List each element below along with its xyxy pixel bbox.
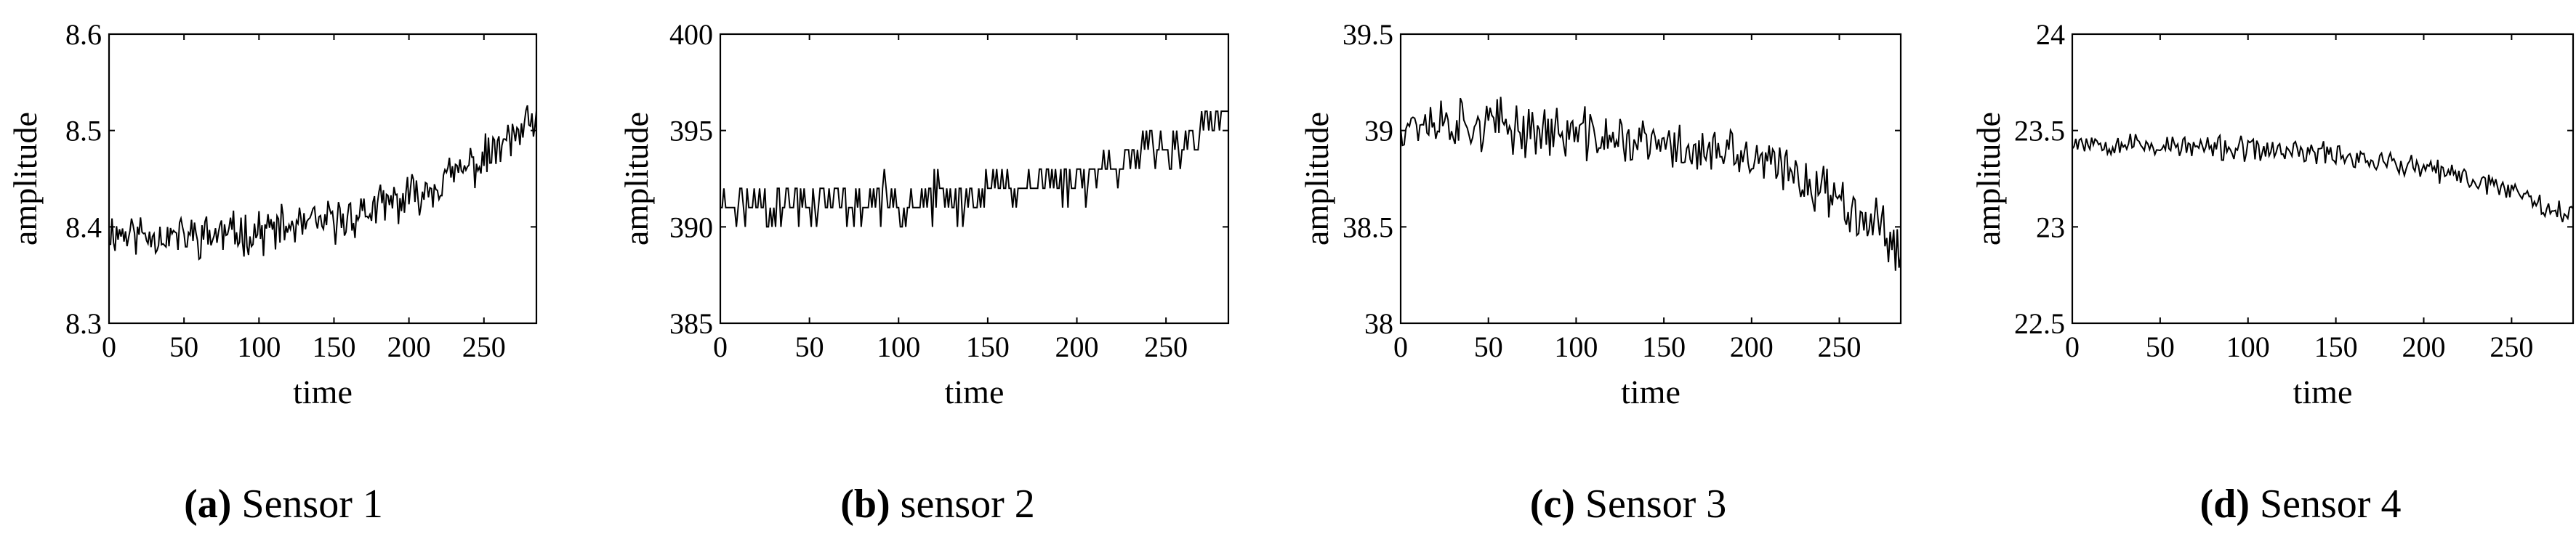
subfigure-caption: (a) Sensor 1 bbox=[184, 482, 383, 527]
caption-text: Sensor 3 bbox=[1585, 482, 1726, 527]
x-tick-label: 50 bbox=[1474, 331, 1503, 363]
x-tick-label: 200 bbox=[2402, 331, 2446, 363]
plot-area-border bbox=[719, 33, 1230, 325]
y-tick-label: 23.5 bbox=[2014, 115, 2065, 147]
x-tick-label: 0 bbox=[102, 331, 116, 363]
y-tick-label: 8.4 bbox=[65, 211, 102, 243]
x-tick-label: 150 bbox=[312, 331, 355, 363]
x-tick-label: 250 bbox=[1818, 331, 1861, 363]
chart-panel-3: 0 50 100 150 200 250 38 38.5 39 39.5 time amplitude… bbox=[1298, 18, 1902, 527]
x-tick-label: 100 bbox=[877, 331, 920, 363]
y-tick-label: 23 bbox=[2036, 211, 2065, 243]
x-tick-label: 250 bbox=[1144, 331, 1188, 363]
plot-area-border bbox=[1399, 33, 1902, 325]
x-tick-label: 200 bbox=[387, 331, 431, 363]
y-axis-label: amplitude bbox=[1970, 112, 2007, 246]
y-axis-label: amplitude bbox=[7, 112, 44, 246]
x-tick-label: 100 bbox=[2226, 331, 2270, 363]
x-axis-label: time bbox=[945, 373, 1005, 410]
x-tick-label: 250 bbox=[2490, 331, 2533, 363]
chart-panel-2: 0 50 100 150 200 250 385 390 395 400 time amplitude… bbox=[618, 18, 1230, 527]
x-tick-label: 150 bbox=[2314, 331, 2358, 363]
y-tick-label: 38 bbox=[1364, 307, 1393, 340]
series-line bbox=[1400, 97, 1901, 271]
y-tick-label: 8.5 bbox=[65, 115, 102, 147]
y-tick-label: 400 bbox=[669, 18, 713, 51]
y-tick-label: 24 bbox=[2036, 18, 2065, 51]
x-tick-label: 150 bbox=[966, 331, 1010, 363]
x-axis-label: time bbox=[293, 373, 353, 410]
caption-space bbox=[2250, 482, 2260, 527]
y-tick-label: 8.3 bbox=[65, 307, 102, 340]
x-tick-label: 100 bbox=[237, 331, 281, 363]
x-tick-label: 250 bbox=[462, 331, 506, 363]
caption-tag: (c) bbox=[1530, 482, 1575, 527]
y-axis-label: amplitude bbox=[618, 112, 655, 246]
y-tick-label: 39 bbox=[1364, 115, 1393, 147]
caption-text: Sensor 1 bbox=[241, 482, 382, 527]
x-tick-label: 0 bbox=[1393, 331, 1408, 363]
y-axis-label: amplitude bbox=[1298, 112, 1335, 246]
x-tick-label: 0 bbox=[713, 331, 728, 363]
series-line bbox=[2072, 133, 2574, 222]
caption-space bbox=[890, 482, 901, 527]
subfigure-caption: (b) sensor 2 bbox=[840, 482, 1035, 527]
caption-tag: (b) bbox=[840, 482, 890, 527]
y-tick-label: 38.5 bbox=[1343, 211, 1393, 243]
caption-space bbox=[1575, 482, 1585, 527]
subfigure-caption: (d) Sensor 4 bbox=[2200, 482, 2402, 527]
plot-area-border bbox=[108, 33, 538, 325]
x-axis-label: time bbox=[1621, 373, 1681, 410]
chart-panel-4: 0 50 100 150 200 250 22.5 23 23.5 24 time amplitude… bbox=[1970, 18, 2575, 527]
y-tick-label: 22.5 bbox=[2014, 307, 2065, 340]
series-line bbox=[108, 105, 537, 261]
caption-tag: (d) bbox=[2200, 482, 2250, 527]
plot-area-border bbox=[2071, 33, 2575, 325]
x-tick-label: 0 bbox=[2065, 331, 2080, 363]
caption-space bbox=[231, 482, 241, 527]
x-tick-label: 50 bbox=[795, 331, 824, 363]
chart-panel-1: 0 50 100 150 200 250 8.3 8.4 8.5 8.6 time amplitude… bbox=[7, 18, 538, 527]
y-tick-label: 390 bbox=[669, 211, 713, 243]
subfigure-caption: (c) Sensor 3 bbox=[1530, 482, 1727, 527]
y-tick-label: 385 bbox=[669, 307, 713, 340]
caption-text: sensor 2 bbox=[901, 482, 1035, 527]
x-axis-label: time bbox=[2293, 373, 2353, 410]
x-tick-label: 150 bbox=[1642, 331, 1686, 363]
x-tick-label: 100 bbox=[1554, 331, 1598, 363]
caption-tag: (a) bbox=[184, 482, 231, 527]
caption-text: Sensor 4 bbox=[2260, 482, 2401, 527]
x-tick-label: 200 bbox=[1730, 331, 1774, 363]
y-tick-label: 39.5 bbox=[1343, 18, 1393, 51]
y-tick-label: 395 bbox=[669, 115, 713, 147]
x-tick-label: 50 bbox=[169, 331, 198, 363]
x-tick-label: 200 bbox=[1055, 331, 1099, 363]
x-tick-label: 50 bbox=[2146, 331, 2175, 363]
y-tick-label: 8.6 bbox=[65, 18, 102, 51]
series-line bbox=[720, 110, 1228, 228]
